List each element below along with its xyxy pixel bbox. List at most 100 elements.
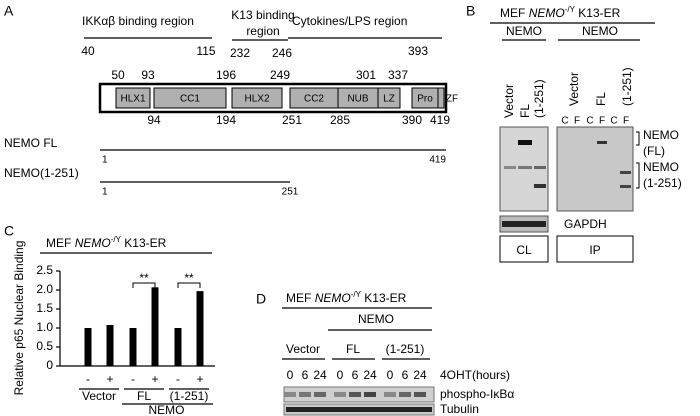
- time-value: 0: [387, 368, 394, 382]
- region-name: K13 binding: [231, 8, 294, 22]
- panel-c: C MEF NEMO-/Y K13-ER Relative p65 Nuclea…: [4, 223, 215, 416]
- band: [284, 392, 296, 397]
- fraction-label: F: [574, 116, 580, 127]
- annotation: **: [139, 271, 149, 285]
- domain-name: NUB: [347, 94, 368, 105]
- panel-label: A: [4, 3, 14, 19]
- group-label: (1-251): [170, 389, 209, 403]
- domain: [115, 87, 151, 109]
- x-tick-label: +: [106, 372, 113, 386]
- significance-bracket: [132, 282, 156, 288]
- group-label: NEMO: [506, 24, 542, 38]
- time-labels: 0 6 24 0 6 24 0 6 24: [287, 368, 427, 382]
- construct-end: 419: [429, 155, 446, 166]
- domain-name: ZF: [446, 94, 458, 105]
- domain: [377, 87, 401, 109]
- lane-label: Vector: [567, 72, 581, 106]
- domain-name: HLX1: [120, 94, 145, 105]
- y-axis-label: Relative p65 Nuclear Binding: [12, 241, 26, 396]
- band: [597, 141, 607, 144]
- bar: [174, 328, 182, 366]
- bar: [196, 291, 204, 366]
- construct-end: 251: [282, 187, 299, 198]
- bar: [129, 328, 137, 366]
- section-label: IP: [589, 243, 600, 257]
- blot: [556, 126, 634, 212]
- panel-label: C: [4, 223, 14, 239]
- panel-a: A IKKαβ binding region 40 115 K13 bindin…: [4, 3, 458, 198]
- region-start: 232: [230, 46, 250, 60]
- band: [384, 392, 396, 397]
- fraction-label: F: [599, 116, 605, 127]
- time-value: 6: [402, 368, 409, 382]
- band-label: NEMO: [643, 128, 679, 142]
- bracket: [636, 162, 640, 189]
- group-label: NEMO: [358, 312, 394, 326]
- band: [399, 392, 411, 397]
- domain: [437, 87, 445, 109]
- y-tick-label: 1.0: [36, 320, 53, 334]
- band: [364, 392, 376, 397]
- position: 93: [141, 68, 155, 82]
- significance-bracket: [177, 282, 201, 288]
- position: 285: [330, 113, 350, 127]
- band: [518, 140, 532, 145]
- band: [502, 221, 546, 227]
- lane-label: Vector: [286, 342, 320, 356]
- band: [534, 184, 546, 188]
- bands: [284, 392, 426, 397]
- construct-name: NEMO FL: [4, 136, 58, 150]
- region-end: 115: [196, 44, 215, 58]
- lane-label: (1-251): [620, 67, 634, 106]
- time-value: 6: [352, 368, 359, 382]
- region-start: 40: [81, 44, 95, 58]
- position: 94: [147, 113, 161, 127]
- fraction-label: C: [610, 116, 617, 127]
- lane-label: FL: [594, 92, 608, 106]
- band: [334, 392, 346, 397]
- section-box: [556, 235, 634, 263]
- panel-label: B: [466, 3, 475, 19]
- y-tick-label: 2.5: [36, 263, 53, 277]
- x-tick-label: +: [151, 372, 158, 386]
- band: [349, 392, 361, 397]
- group-label: Vector: [82, 389, 116, 403]
- annotation: **: [184, 271, 194, 285]
- position: 390: [402, 113, 422, 127]
- band: [534, 166, 546, 169]
- y-tick-label: 1.5: [36, 301, 53, 315]
- region-name: IKKαβ binding region: [82, 14, 194, 28]
- group-label: NEMO: [582, 24, 618, 38]
- domain: [231, 87, 283, 109]
- position: 194: [216, 113, 236, 127]
- time-value: 0: [337, 368, 344, 382]
- x-tick-label: -: [176, 372, 180, 386]
- region-end: 246: [272, 46, 292, 60]
- section-box: [499, 235, 549, 263]
- time-value: 24: [413, 368, 427, 382]
- time-label: 4OHT(hours): [440, 368, 510, 382]
- bar: [106, 324, 114, 366]
- position: 50: [111, 68, 125, 82]
- lane-label: Vector: [502, 84, 516, 118]
- region-name: region: [246, 24, 279, 38]
- x-tick-label: +: [196, 372, 203, 386]
- band: [414, 392, 426, 397]
- lane-label: (1-251): [386, 342, 425, 356]
- y-tick-label: 0: [46, 358, 53, 372]
- bar: [84, 328, 92, 366]
- position: 251: [282, 113, 302, 127]
- lane-label: (1-251): [532, 79, 546, 118]
- bracket: [636, 131, 640, 146]
- supergroup-label: NEMO: [149, 403, 185, 416]
- time-value: 24: [363, 368, 377, 382]
- construct-start: 1: [102, 155, 108, 166]
- construct-start: 1: [102, 187, 108, 198]
- band-label: (FL): [643, 144, 665, 158]
- band: [518, 166, 532, 169]
- x-tick-label: -: [131, 372, 135, 386]
- band: [620, 171, 631, 174]
- fraction-label: F: [623, 116, 629, 127]
- group-label: FL: [137, 389, 151, 403]
